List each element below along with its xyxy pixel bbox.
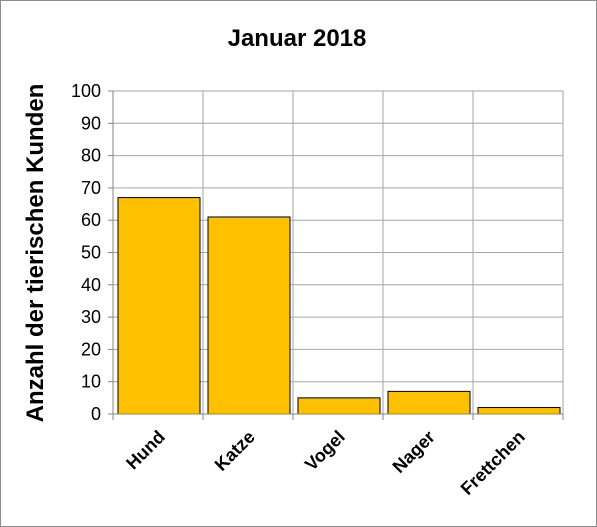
x-category-label: Vogel: [301, 427, 349, 475]
x-category-label: Nager: [389, 427, 439, 477]
bar-frettchen: [477, 407, 561, 415]
x-category-label: Hund: [122, 427, 169, 474]
y-tick-label: 90: [81, 113, 101, 133]
y-tick-label: 30: [81, 307, 101, 327]
bar-hund: [117, 197, 201, 415]
y-tick-labels: 0 10 20 30 40 50 60 70 80 90 100: [71, 81, 101, 424]
y-tick-label: 40: [81, 275, 101, 295]
bars: [117, 197, 561, 415]
y-tick-label: 60: [81, 210, 101, 230]
bar-nager: [387, 390, 471, 415]
y-axis-label: Anzahl der tierischen Kunden: [22, 84, 49, 423]
x-category-label: Frettchen: [457, 427, 529, 499]
y-tick-label: 100: [71, 81, 101, 101]
chart-title: Januar 2018: [228, 25, 367, 52]
y-tick-label: 50: [81, 243, 101, 263]
x-category-labels: Hund Katze Vogel Nager Frettchen: [122, 427, 529, 499]
y-tick-label: 80: [81, 146, 101, 166]
bar-vogel: [297, 397, 381, 415]
y-tick-label: 0: [91, 404, 101, 424]
y-tick-label: 70: [81, 178, 101, 198]
y-tick-label: 20: [81, 339, 101, 359]
x-category-label: Katze: [211, 427, 259, 475]
y-tick-label: 10: [81, 372, 101, 392]
bar-katze: [207, 216, 291, 415]
axes: [108, 90, 564, 420]
